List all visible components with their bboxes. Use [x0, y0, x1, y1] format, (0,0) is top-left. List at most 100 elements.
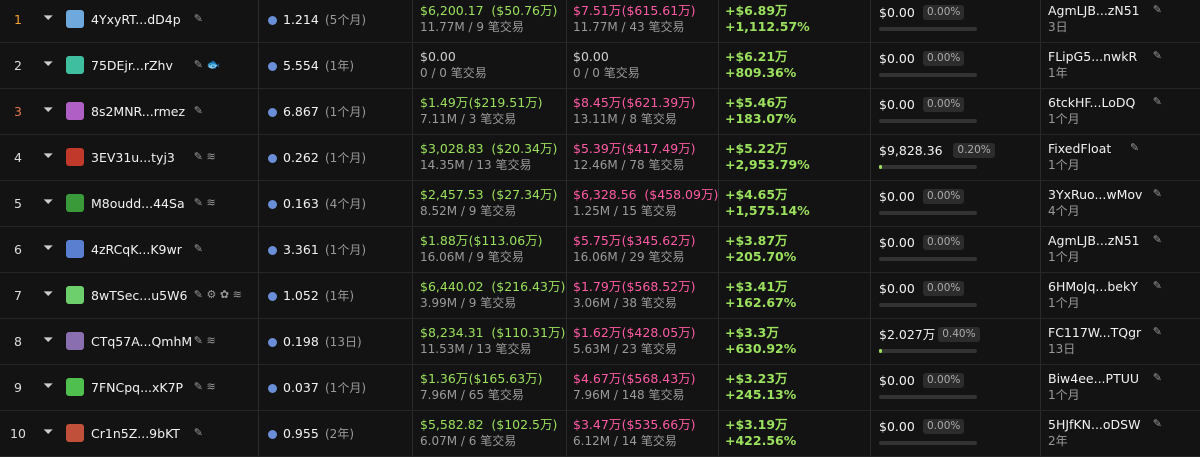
filter-icon[interactable]: ⏷ [43, 57, 54, 72]
column-divider [1040, 227, 1041, 272]
balance-age: (1个月) [325, 381, 366, 395]
funding-source[interactable]: 6tckHF...LoDQ [1048, 95, 1136, 110]
funding-source[interactable]: AgmLJB...zN51 [1048, 3, 1140, 18]
balance-age: (1个月) [325, 243, 366, 257]
column-divider [1040, 365, 1041, 410]
column-divider [870, 43, 871, 88]
funding-source[interactable]: AgmLJB...zN51 [1048, 233, 1140, 248]
bought-usd: ($216.43万) [491, 279, 566, 294]
balance-age: (13日) [325, 335, 362, 349]
wallet-name[interactable]: M8oudd...44Sa [91, 196, 185, 211]
funding-source[interactable]: FC117W...TQgr [1048, 325, 1142, 340]
filter-icon[interactable]: ⏷ [43, 241, 54, 256]
column-divider [566, 227, 567, 272]
edit-icon[interactable]: ✎ [1152, 95, 1163, 108]
sol-icon [268, 108, 277, 117]
edit-icon[interactable]: ✎ [1152, 3, 1163, 16]
balance: 0.037 [283, 380, 319, 395]
funding-source[interactable]: FLipG5...nwkR [1048, 49, 1138, 64]
funding-source[interactable]: Biw4ee...PTUU [1048, 371, 1139, 386]
wallet-name[interactable]: 4YxyRT...dD4p [91, 12, 181, 27]
bought-usd: ($219.51万) [468, 95, 543, 110]
column-divider [718, 0, 719, 42]
pnl-value: +$6.89万 [725, 3, 788, 18]
wallet-name[interactable]: CTq57A...QmhM [91, 334, 193, 349]
wallet-name[interactable]: 8wTSec...u5W6 [91, 288, 188, 303]
sold-value: $5.39万 [573, 141, 622, 156]
column-divider [718, 273, 719, 318]
bought-value: $6,200.17 [420, 3, 484, 18]
column-divider [258, 227, 259, 272]
filter-icon[interactable]: ⏷ [43, 149, 54, 164]
filter-icon[interactable]: ⏷ [43, 379, 54, 394]
edit-icon[interactable]: ✎ [1152, 325, 1163, 338]
filter-icon[interactable]: ⏷ [43, 287, 54, 302]
wallet-name[interactable]: 3EV31u...tyj3 [91, 150, 175, 165]
filter-icon[interactable]: ⏷ [43, 11, 54, 26]
bought-value: $0.00 [420, 49, 456, 64]
column-divider [412, 273, 413, 318]
column-divider [718, 411, 719, 456]
table-row: 9 ⏷ 7FNCpq...xK7P ✎ ≋ 0.037 (1个月) $1.36万 ($165.… [0, 365, 1200, 411]
rank: 1 [14, 12, 22, 27]
edit-icon[interactable]: ✎ [1152, 187, 1163, 200]
avatar [66, 378, 84, 396]
sold-value: $7.51万 [573, 3, 622, 18]
edit-icon[interactable]: ✎ [1152, 49, 1163, 62]
remaining-value: $0.00 [879, 373, 915, 388]
wallet-name[interactable]: 8s2MNR...rmez [91, 104, 186, 119]
avatar [66, 148, 84, 166]
remaining-value: $0.00 [879, 281, 915, 296]
sold-detail: 1.25M / 15 笔交易 [573, 204, 677, 218]
wallet-icons: ✎ ≋ [193, 150, 216, 163]
edit-icon[interactable]: ✎ [1152, 233, 1163, 246]
filter-icon[interactable]: ⏷ [43, 333, 54, 348]
funding-source[interactable]: 5HJfKN...oDSW [1048, 417, 1141, 432]
wallet-icons: ✎ [193, 104, 204, 117]
sold-usd: ($458.09万) [644, 187, 719, 202]
column-divider [412, 365, 413, 410]
edit-icon[interactable]: ✎ [1152, 279, 1163, 292]
wallet-icons: ✎ [193, 242, 204, 255]
sol-icon [268, 200, 277, 209]
progress-track [879, 119, 977, 123]
bought-value: $8,234.31 [420, 325, 484, 340]
filter-icon[interactable]: ⏷ [43, 195, 54, 210]
pnl-value: +$3.19万 [725, 417, 788, 432]
edit-icon[interactable]: ✎ [1130, 141, 1140, 154]
filter-icon[interactable]: ⏷ [43, 425, 54, 440]
pnl-percent: +183.07% [725, 111, 797, 126]
funding-source[interactable]: FixedFloat [1048, 141, 1112, 156]
progress-track [879, 165, 977, 169]
wallet-name[interactable]: 7FNCpq...xK7P [91, 380, 184, 395]
funding-source[interactable]: 3YxRuo...wMov [1048, 187, 1143, 202]
avatar [66, 56, 84, 74]
wallet-name[interactable]: 75DEjr...rZhv [91, 58, 173, 73]
pnl-percent: +2,953.79% [725, 157, 810, 172]
progress-track [879, 27, 977, 31]
column-divider [1040, 411, 1041, 456]
wallet-name[interactable]: Cr1n5Z...9bKT [91, 426, 180, 441]
column-divider [566, 0, 567, 42]
column-divider [412, 0, 413, 42]
column-divider [412, 319, 413, 364]
edit-icon[interactable]: ✎ [1152, 417, 1163, 430]
column-divider [718, 89, 719, 134]
column-divider [258, 135, 259, 180]
pnl-percent: +809.36% [725, 65, 797, 80]
sol-icon [268, 62, 277, 71]
sold-detail: 6.12M / 14 笔交易 [573, 434, 677, 448]
filter-icon[interactable]: ⏷ [43, 103, 54, 118]
remaining-percent: 0.00% [923, 189, 965, 204]
sold-value: $4.67万 [573, 371, 622, 386]
funding-source[interactable]: 6HMoJq...bekY [1048, 279, 1138, 294]
balance-age: (1年) [325, 59, 354, 73]
wallet-icons: ✎ ⚙ ✿ ≋ [193, 288, 242, 301]
edit-icon[interactable]: ✎ [1152, 371, 1163, 384]
wallet-name[interactable]: 4zRCqK...K9wr [91, 242, 182, 257]
sold-value: $1.62万 [573, 325, 622, 340]
column-divider [566, 319, 567, 364]
sold-usd: ($568.43万) [621, 371, 696, 386]
pnl-value: +$3.23万 [725, 371, 788, 386]
bought-usd: ($113.06万) [468, 233, 543, 248]
